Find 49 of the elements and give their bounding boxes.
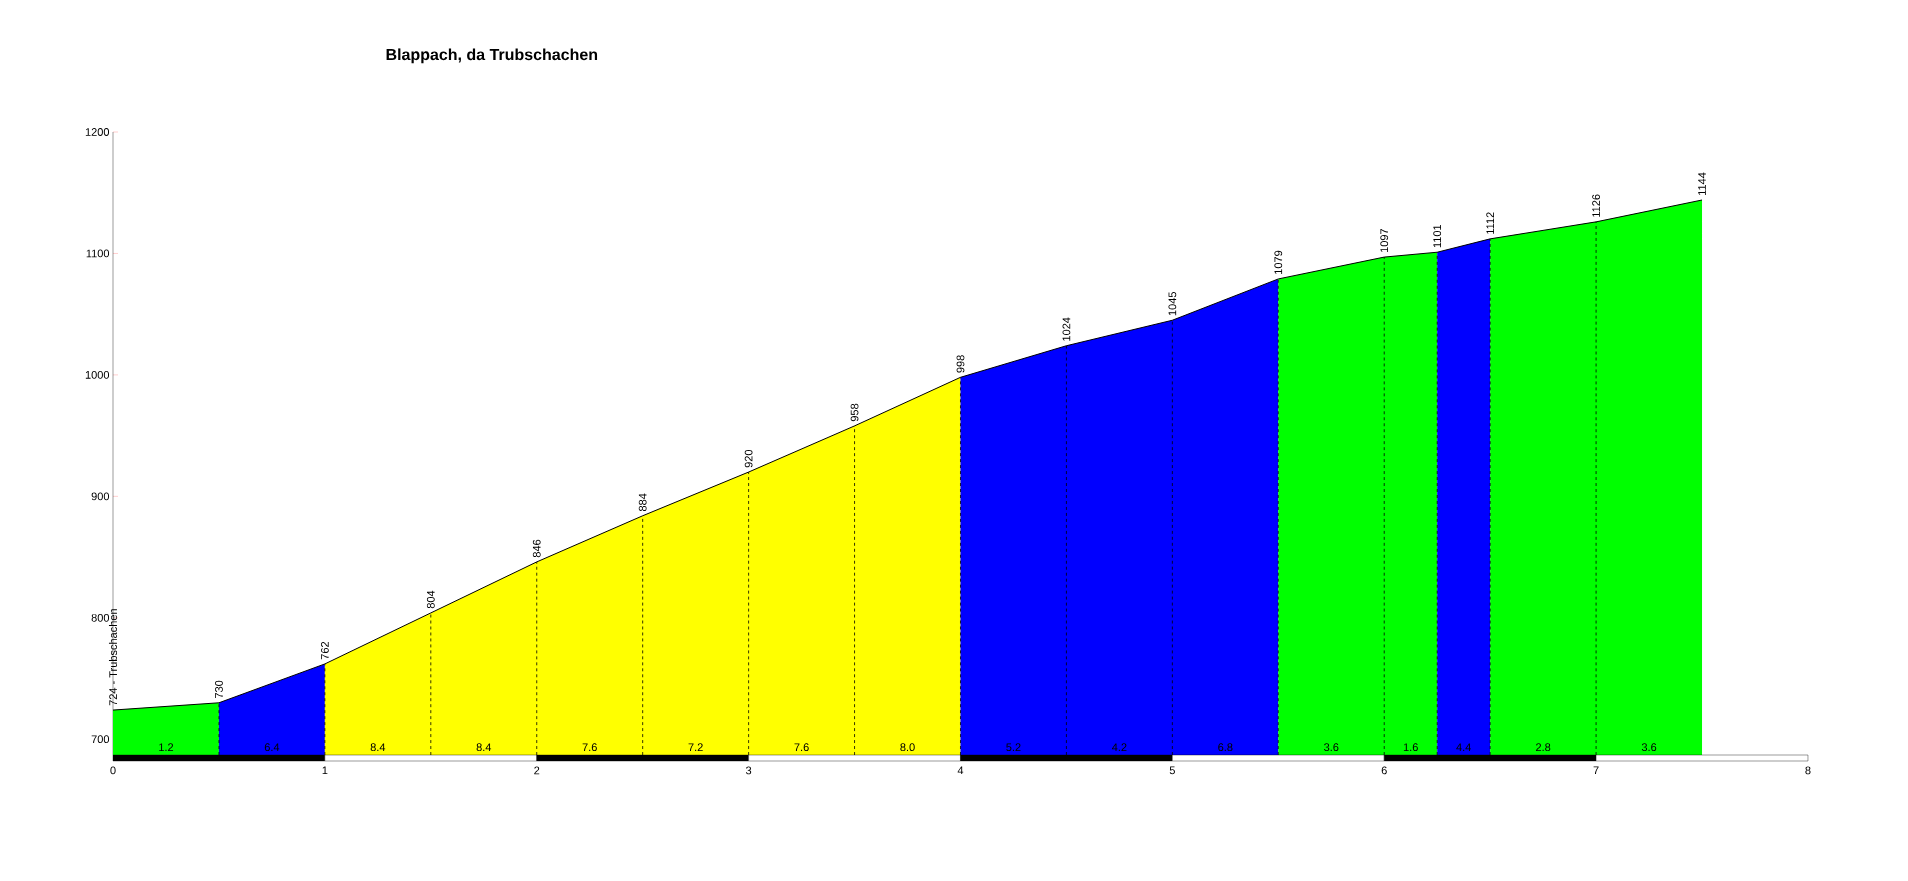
data-label: 920 [744,449,753,468]
annotation: 4.4 [1456,743,1471,752]
x-tick-label: 7 [1593,766,1599,775]
annotation: 6.4 [264,743,280,752]
x-tick-label: 5 [1169,766,1175,775]
annotation: 1.6 [1403,743,1418,752]
data-label: 1126 [1592,194,1600,217]
data-label: 730 [215,680,223,699]
x-tick-label: 0 [110,766,116,775]
y-tick-label: 1100 [86,249,110,258]
y-tick-label: 800 [91,613,110,622]
data-label: 958 [850,403,859,422]
data-label: 724 - Trubschachen [108,609,118,706]
y-tick-label: 1200 [85,128,110,136]
annotation: 7.6 [794,743,809,752]
annotation: 5.2 [1006,743,1021,752]
data-label: 762 [320,641,329,660]
y-tick-label: 700 [91,735,110,744]
annotation: 7.6 [582,743,597,752]
x-tick-label: 4 [957,766,964,775]
data-label: 804 [426,590,435,609]
annotation: 4.2 [1111,743,1127,752]
annotation: 3.6 [1641,743,1657,752]
data-label: 998 [956,355,965,373]
data-label: 1101 [1433,224,1442,248]
annotation: 8.4 [476,743,492,752]
annotation: 8.4 [370,743,386,752]
x-tick-label: 6 [1381,766,1387,775]
data-label: 1045 [1168,292,1177,316]
data-label: 1024 [1062,317,1071,341]
data-label: 884 [638,493,647,512]
annotation: 8.0 [900,743,915,752]
annotation: 2.8 [1536,743,1551,752]
x-tick-label: 2 [534,766,540,775]
data-label: 1079 [1274,250,1283,274]
data-label: 1112 [1486,212,1494,234]
x-tick-label: 8 [1805,766,1811,775]
data-label: 1097 [1380,228,1389,253]
annotation: 7.2 [688,743,703,752]
y-tick-label: 1000 [85,370,110,379]
annotation: 1.2 [159,743,174,752]
data-label: 1144 [1698,172,1706,195]
y-tick-label: 900 [91,492,110,501]
x-tick-label: 3 [745,766,752,775]
annotation: 6.8 [1218,743,1233,752]
data-label: 846 [532,539,541,558]
annotation: 3.6 [1324,743,1339,752]
x-tick-label: 1 [322,766,328,775]
chart-title: Blappach, da Trubschachen [386,48,598,64]
